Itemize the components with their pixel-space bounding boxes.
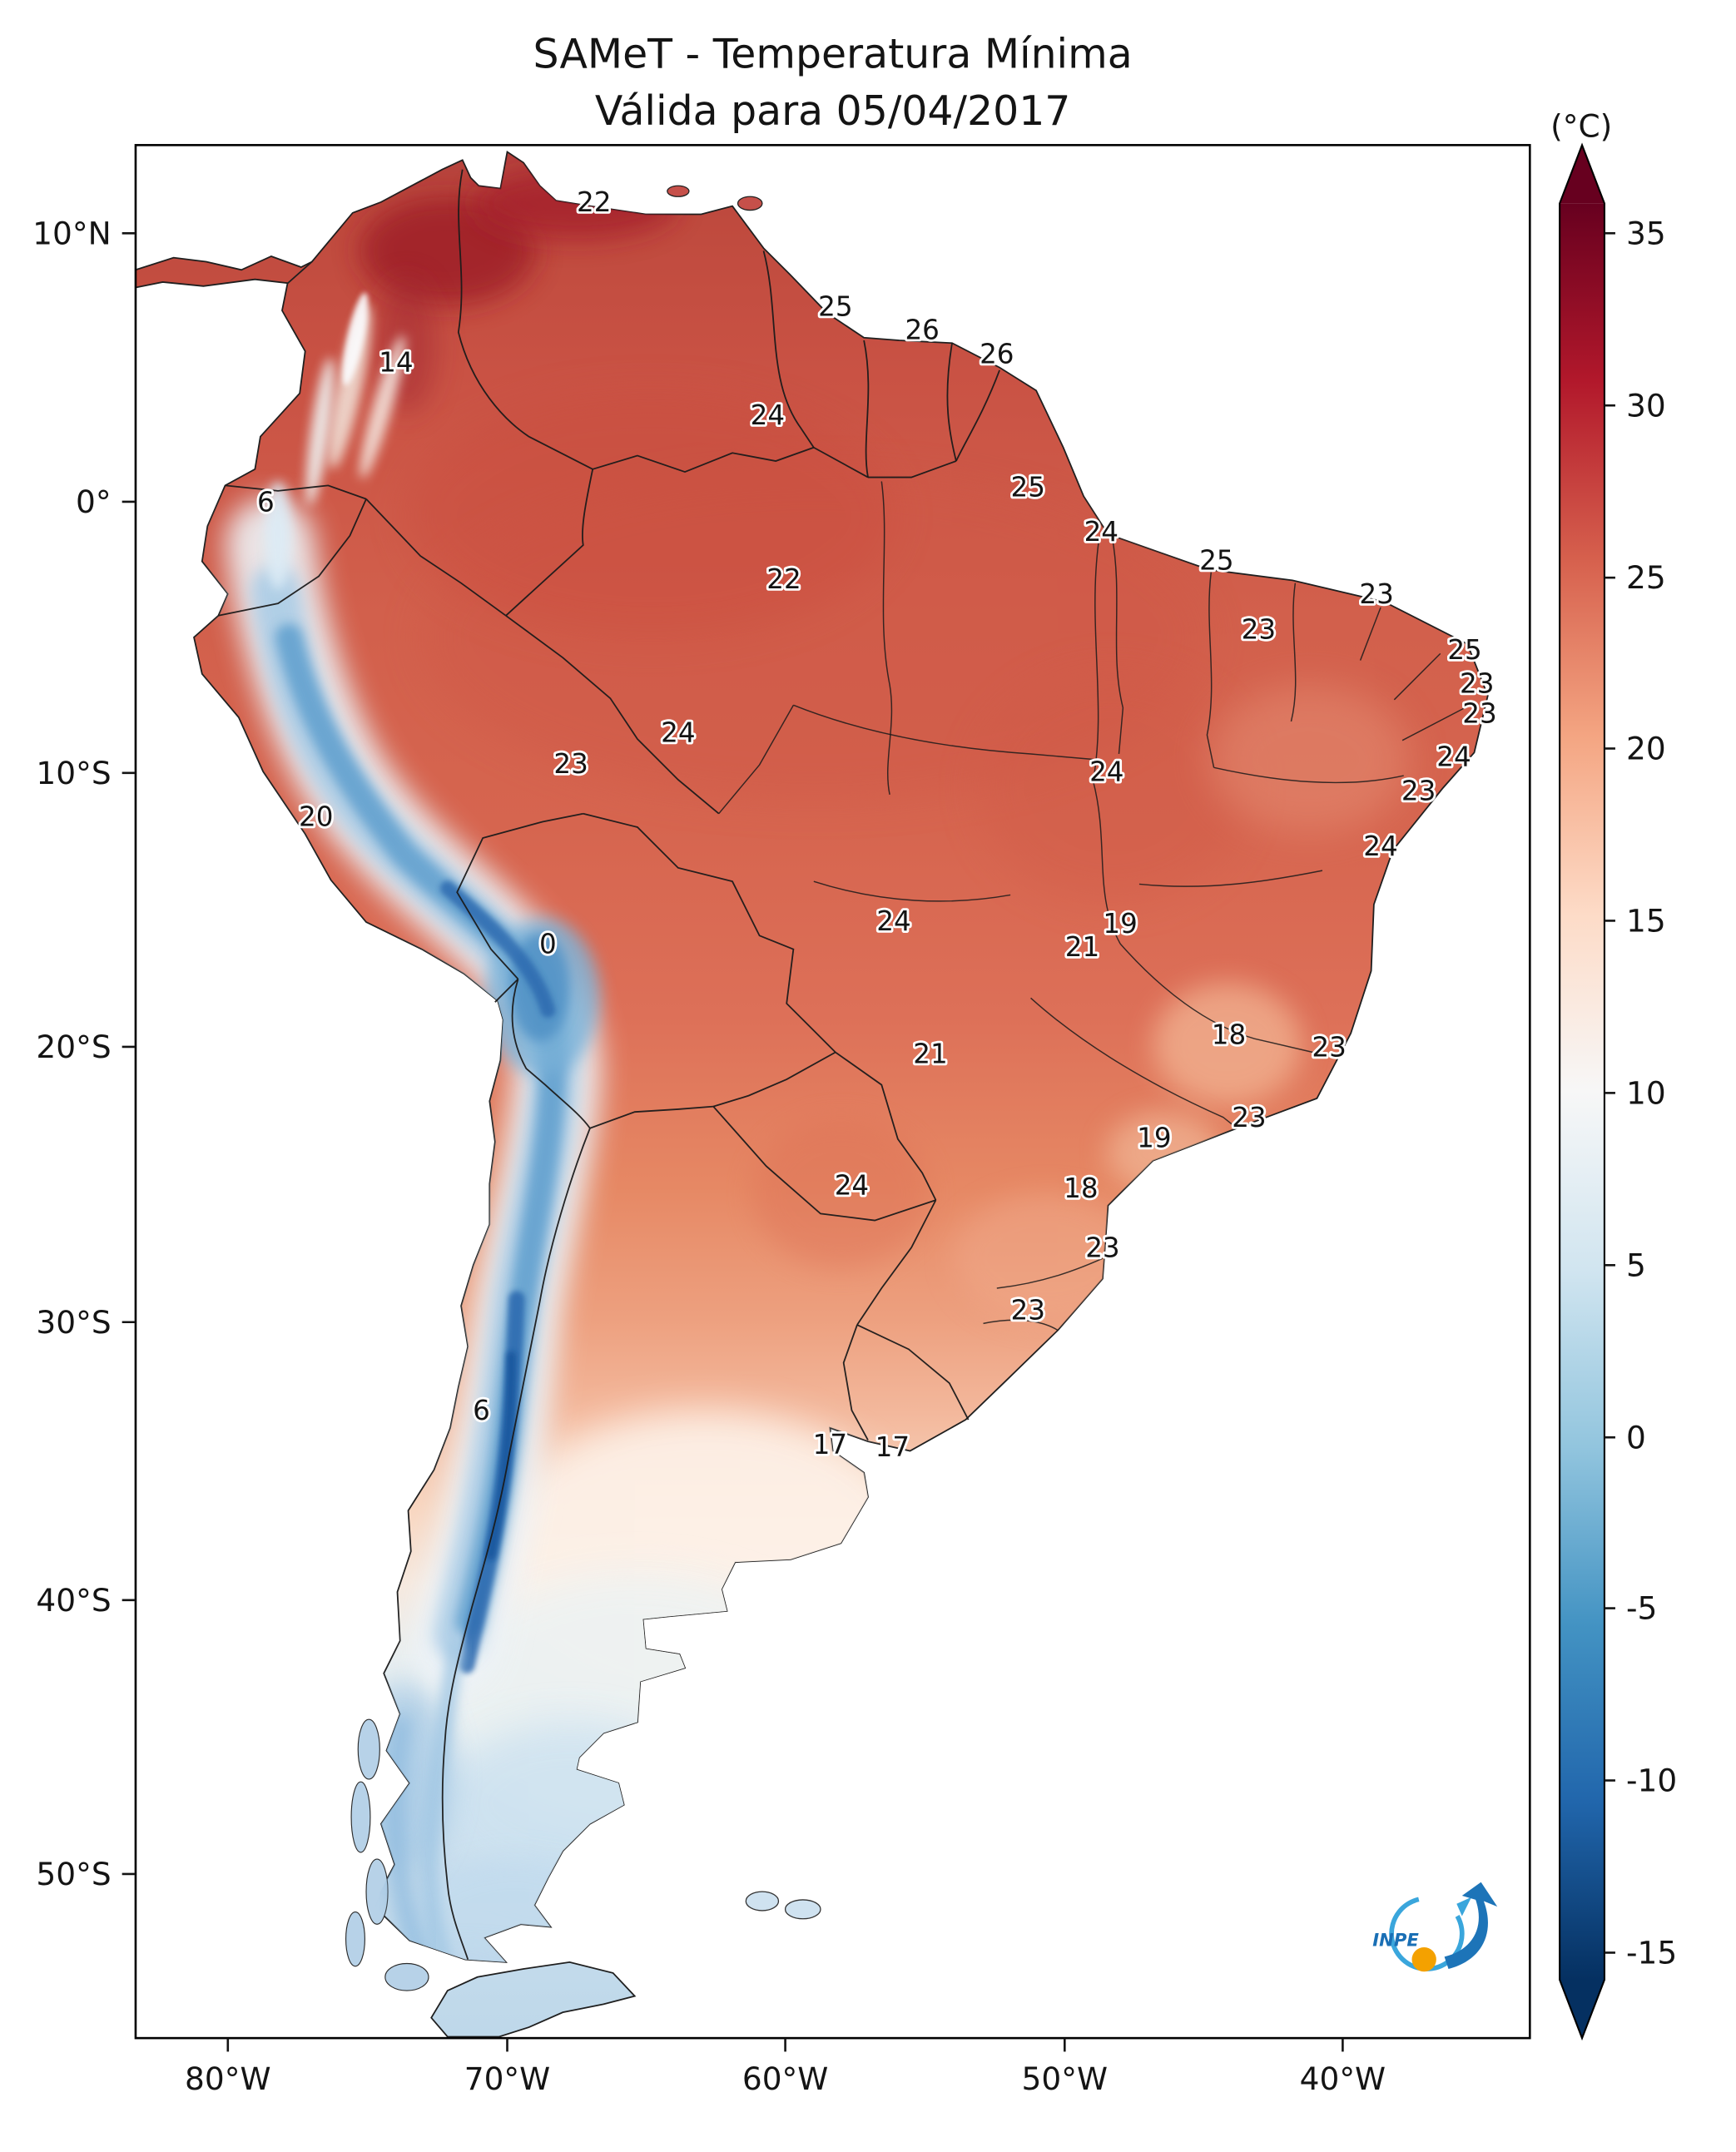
temperature-value-label: 14 (379, 346, 413, 378)
tierra-del-fuego-island (430, 1961, 637, 2038)
temperature-value-label: 26 (980, 339, 1014, 370)
temperature-value-label: 23 (1462, 698, 1496, 730)
temperature-value-label: 19 (1137, 1123, 1171, 1154)
temperature-value-label: 23 (553, 748, 588, 780)
temperature-value-label: 25 (1447, 634, 1481, 666)
colorbar-tick-label: -5 (1626, 1590, 1657, 1627)
y-tick-label: 0° (76, 483, 112, 520)
temperature-field-overlays (225, 151, 1411, 1962)
inpe-logo-text: INPE (1372, 1929, 1419, 1950)
state-borders (718, 481, 1466, 1331)
plot-frame (134, 144, 1531, 2040)
x-axis: 80°W 70°W 60°W 50°W 40°W (185, 2038, 1386, 2097)
y-tick-label: 50°S (36, 1856, 111, 1892)
temperature-value-label: 18 (1212, 1019, 1246, 1051)
temperature-value-label: 21 (1065, 931, 1099, 963)
temperature-value-label: 6 (473, 1395, 490, 1426)
temperature-value-label: 24 (1363, 831, 1397, 862)
temperature-value-label: 23 (1401, 775, 1436, 806)
colorbar-unit-label: (°C) (1550, 108, 1612, 145)
colorbar-tick-label: 10 (1626, 1074, 1666, 1111)
temperature-value-label: 19 (1103, 908, 1137, 940)
inpe-orange-dot-icon (1411, 1946, 1436, 1972)
figure-title-line2: Válida para 05/04/2017 (595, 87, 1071, 135)
map-plot: INPE 80°W 70°W 60°W 50°W 40°W 10°N 0° 10°S 20°S… (32, 144, 1531, 2097)
colorbar-arrow-top (1560, 145, 1605, 204)
x-tick-label: 50°W (1022, 2060, 1108, 2097)
island-margarita (667, 185, 690, 197)
temperature-value-label: 0 (539, 929, 557, 960)
temperature-value-label: 21 (913, 1039, 947, 1070)
temperature-value-label: 25 (1199, 544, 1233, 576)
colorbar-tick-label: 30 (1626, 387, 1666, 424)
colorbar-tick-label: 0 (1626, 1419, 1646, 1455)
colorbar-tick-label: -15 (1626, 1935, 1677, 1971)
temperature-value-label: 24 (1089, 756, 1123, 788)
y-tick-label: 40°S (36, 1582, 111, 1619)
x-tick-label: 80°W (185, 2060, 270, 2097)
temperature-value-label: 23 (1312, 1031, 1346, 1063)
country-borders (218, 169, 1000, 1960)
temperature-value-label: 24 (835, 1170, 869, 1202)
temperature-value-label: 24 (751, 399, 785, 431)
y-tick-label: 20°S (36, 1029, 111, 1065)
colorbar-tick-label: 5 (1626, 1247, 1646, 1283)
temperature-value-label: 23 (1232, 1102, 1266, 1133)
temperature-value-label: 6 (257, 486, 275, 518)
x-tick-label: 60°W (742, 2060, 828, 2097)
colorbar-tick-label: 15 (1626, 902, 1666, 939)
temperature-value-label: 26 (905, 314, 939, 345)
y-tick-label: 10°S (36, 755, 111, 791)
colorbar-tick-label: -10 (1626, 1763, 1677, 1799)
temperature-value-label: 22 (766, 563, 801, 595)
temperature-value-label: 20 (299, 801, 333, 832)
temperature-value-label: 24 (876, 905, 910, 937)
y-axis: 10°N 0° 10°S 20°S 30°S 40°S 50°S (32, 215, 136, 1892)
y-tick-label: 10°N (32, 215, 111, 251)
colorbar-tick-label: 20 (1626, 731, 1666, 767)
colorbar-gradient-bar (1560, 203, 1605, 1981)
temperature-value-label: 22 (577, 186, 611, 218)
temperature-value-label: 23 (1085, 1232, 1119, 1264)
inpe-swirl-arrowhead-icon (1456, 1897, 1472, 1916)
temperature-value-label: 23 (1242, 613, 1276, 645)
island-falkland-east (784, 1899, 821, 1920)
x-tick-label: 40°W (1300, 2060, 1386, 2097)
y-tick-label: 30°S (36, 1304, 111, 1341)
figure-title-line1: SAMeT - Temperatura Mínima (533, 30, 1133, 77)
temperature-value-label: 17 (875, 1431, 910, 1463)
colorbar-arrow-bottom (1560, 1980, 1605, 2039)
temperature-value-label: 23 (1359, 578, 1393, 610)
x-tick-label: 70°W (464, 2060, 550, 2097)
temperature-value-label: 24 (661, 717, 695, 748)
colorbar: 35 30 25 20 15 10 5 0 -5 -10 -15 (1559, 142, 1677, 2041)
temperature-value-label: 23 (1011, 1294, 1045, 1326)
colorbar-tick-label: 35 (1626, 215, 1666, 251)
temperature-value-label: 25 (1011, 471, 1045, 503)
colorbar-outline (1559, 142, 1605, 2041)
temperature-value-label: 18 (1064, 1173, 1098, 1204)
temperature-value-label: 24 (1436, 741, 1471, 773)
map-area (135, 151, 1489, 2038)
temperature-value-label: 23 (1460, 668, 1494, 700)
temperature-value-label: 25 (818, 291, 852, 323)
colorbar-tick-label: 25 (1626, 559, 1666, 596)
colorbar-ticks: 35 30 25 20 15 10 5 0 -5 -10 -15 (1604, 215, 1677, 1971)
temperature-value-label: 24 (1084, 516, 1118, 548)
temperature-value-label: 17 (813, 1429, 847, 1460)
island-trinidad (737, 196, 763, 211)
island-falkland-west (745, 1891, 780, 1912)
inpe-arrow-icon (1444, 1882, 1498, 1970)
chilean-archipelago (345, 1718, 429, 1991)
